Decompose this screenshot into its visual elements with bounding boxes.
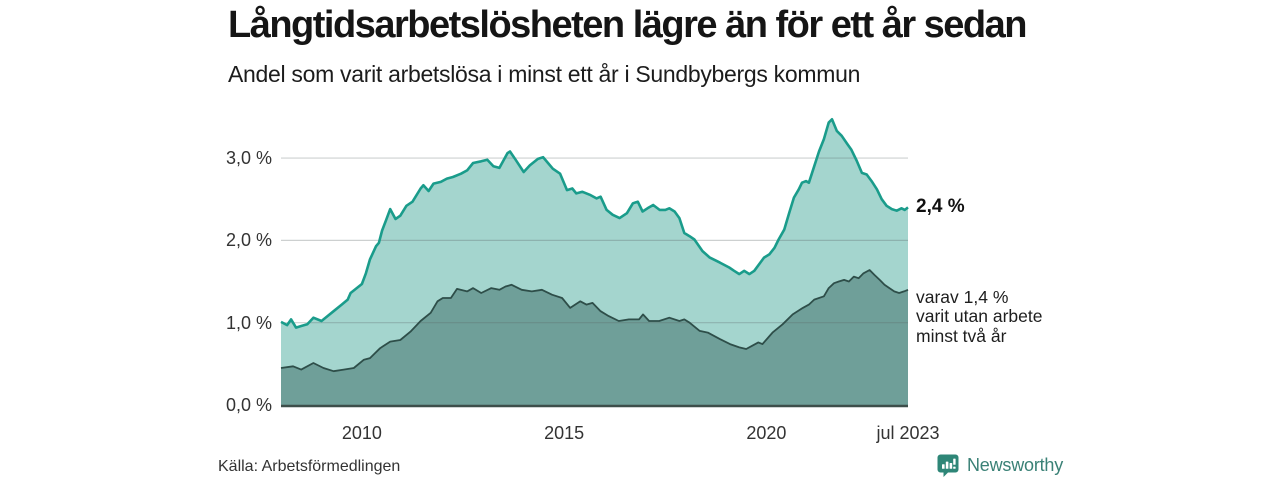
x-axis-tick: jul 2023 bbox=[876, 423, 940, 443]
series-annotation: varav 1,4 % varit utan arbete minst två … bbox=[916, 286, 1043, 347]
source-attribution: Källa: Arbetsförmedlingen bbox=[218, 458, 401, 475]
newsworthy-icon bbox=[936, 453, 960, 477]
y-axis-tick: 2,0 % bbox=[225, 230, 272, 251]
page-subtitle: Andel som varit arbetslösa i minst ett å… bbox=[228, 61, 861, 87]
page-title: Långtidsarbetslösheten lägre än för ett … bbox=[228, 4, 1028, 46]
y-axis-tick: 3,0 % bbox=[225, 148, 272, 169]
brand-logo: Newsworthy bbox=[936, 453, 1063, 477]
x-axis-tick: 2015 bbox=[544, 423, 585, 443]
annotation-line: minst två år bbox=[916, 325, 1007, 346]
line-min-two-years bbox=[280, 269, 909, 373]
x-axis-tick: 2020 bbox=[746, 423, 787, 443]
y-axis-tick: 0,0 % bbox=[225, 395, 272, 415]
line-total-min-one-year bbox=[280, 118, 909, 329]
brand-name: Newsworthy bbox=[967, 454, 1064, 475]
x-axis-tick: 2010 bbox=[341, 423, 382, 443]
y-axis-tick: 1,0 % bbox=[225, 312, 272, 333]
series-end-value-label: 2,4 % bbox=[916, 196, 965, 218]
annotation-line: varit utan arbete bbox=[916, 306, 1043, 327]
area-min-two-years bbox=[281, 270, 908, 405]
annotation-line: varav 1,4 % bbox=[916, 286, 1009, 307]
